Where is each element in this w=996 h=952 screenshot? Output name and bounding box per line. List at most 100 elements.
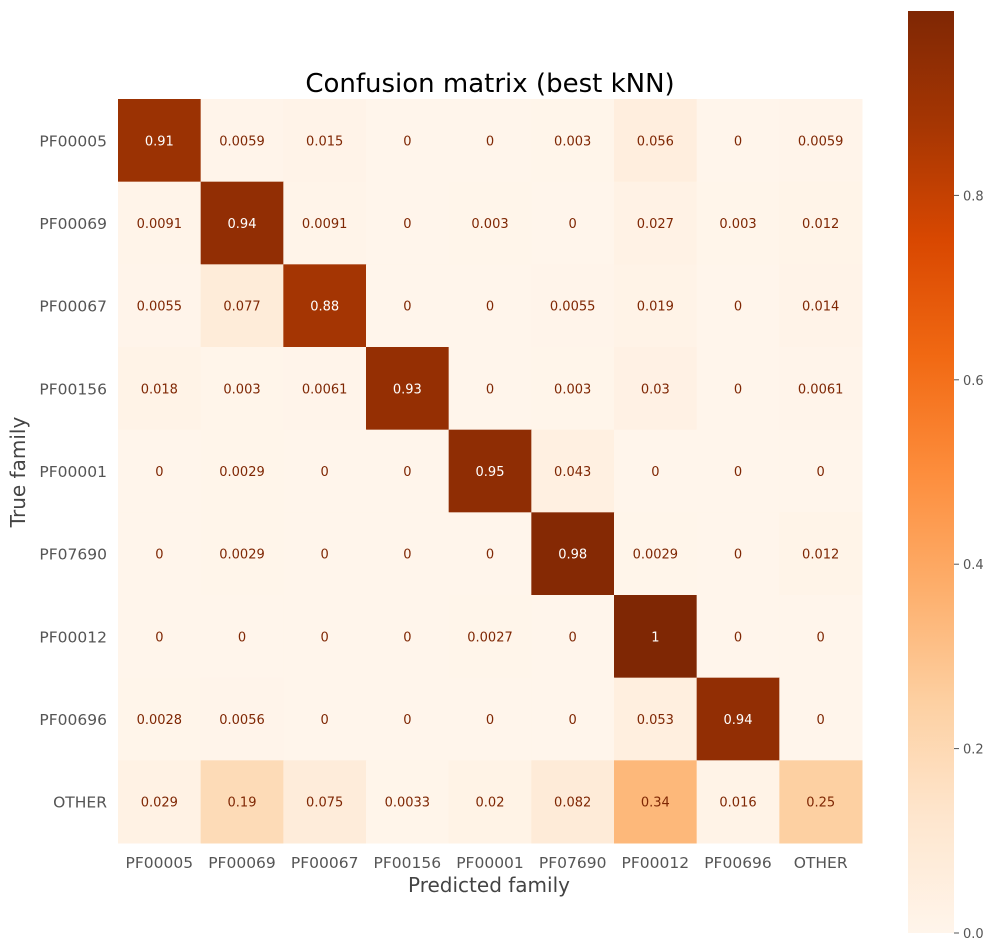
- heatmap-cell: [200, 512, 284, 596]
- heatmap-cell: [614, 760, 698, 844]
- cell-value-label: 0: [734, 548, 742, 563]
- heatmap-cell: [614, 264, 698, 348]
- cell-value-label: 0: [734, 630, 742, 645]
- cell-value-label: 0.053: [637, 713, 674, 728]
- heatmap-cell: [614, 429, 698, 513]
- cell-value-label: 0.043: [554, 465, 591, 480]
- heatmap-cell: [448, 264, 532, 348]
- y-tick-label: OTHER: [53, 794, 107, 812]
- cell-value-label: 0.077: [223, 300, 260, 315]
- heatmap-cell: [448, 677, 532, 761]
- cell-value-label: 0: [403, 548, 411, 563]
- cell-value-label: 0: [321, 630, 329, 645]
- cell-value-label: 0.027: [637, 217, 674, 232]
- heatmap-cell: [200, 181, 284, 265]
- heatmap-cell: [366, 181, 450, 265]
- heatmap-cell: [448, 99, 532, 183]
- cell-value-label: 0: [403, 300, 411, 315]
- cell-value-label: 0: [569, 630, 577, 645]
- heatmap-cell: [366, 99, 450, 183]
- heatmap-cell: [366, 677, 450, 761]
- heatmap-cell: [779, 760, 863, 844]
- cell-value-label: 0.0029: [219, 465, 265, 480]
- heatmap-cell: [779, 429, 863, 513]
- heatmap-cell: [448, 512, 532, 596]
- heatmap-cell: [779, 347, 863, 431]
- cell-value-label: 0.94: [724, 713, 753, 728]
- cell-value-label: 0.0027: [467, 630, 513, 645]
- cell-value-label: 0.95: [476, 465, 505, 480]
- cell-value-label: 0.012: [802, 548, 839, 563]
- heatmap-cell: [283, 512, 367, 596]
- heatmap-cell: [366, 595, 450, 679]
- cell-value-label: 0.012: [802, 217, 839, 232]
- cell-value-label: 0.018: [141, 382, 178, 397]
- heatmap-cell: [531, 677, 615, 761]
- colorbar-ticks: 0.0 0.2 0.4 0.6 0.8: [954, 189, 984, 942]
- heatmap-cell: [779, 512, 863, 596]
- cell-value-label: 0: [321, 548, 329, 563]
- heatmap-cell: [531, 760, 615, 844]
- cell-value-label: 0.082: [554, 796, 591, 811]
- heatmap-cell: [200, 264, 284, 348]
- cell-value-label: 0.0029: [633, 548, 679, 563]
- cell-value-label: 0.0028: [137, 713, 183, 728]
- heatmap-cell: [366, 264, 450, 348]
- cell-value-label: 0.03: [641, 382, 670, 397]
- heatmap-cell: [200, 595, 284, 679]
- colorbar-tick-label: 0.4: [963, 558, 984, 573]
- heatmap-cell: [614, 677, 698, 761]
- cell-value-label: 0: [403, 134, 411, 149]
- cell-value-label: 0: [486, 300, 494, 315]
- cell-value-label: 0: [321, 713, 329, 728]
- cell-value-label: 0.02: [476, 796, 505, 811]
- heatmap-cell: [118, 429, 202, 513]
- x-axis-ticks: PF00005 PF00069 PF00067 PF00156 PF00001 PF076…: [126, 854, 848, 872]
- cell-value-label: 0.003: [554, 382, 591, 397]
- heatmap-cell: [696, 760, 780, 844]
- cell-value-label: 0: [817, 630, 825, 645]
- cell-value-label: 0.0061: [798, 382, 844, 397]
- y-tick-label: PF07690: [39, 546, 107, 564]
- heatmap-cell: [283, 429, 367, 513]
- cell-value-label: 0: [486, 134, 494, 149]
- cell-value-label: 0: [734, 382, 742, 397]
- cell-value-label: 0.0055: [137, 300, 183, 315]
- heatmap-cell: [366, 429, 450, 513]
- heatmap-cell: [531, 512, 615, 596]
- heatmap-cell: [283, 760, 367, 844]
- x-tick-label: PF00067: [291, 854, 359, 872]
- heatmap-cell: [696, 512, 780, 596]
- heatmap-cell: [779, 677, 863, 761]
- heatmap-value-labels: 0.91 0.0059 0.015 0 0 0.003 0.056 0 0.0059 0.0091…: [137, 134, 844, 810]
- heatmap-cell: [448, 429, 532, 513]
- cell-value-label: 0.029: [141, 796, 178, 811]
- cell-value-label: 0: [817, 465, 825, 480]
- heatmap-cell: [200, 760, 284, 844]
- cell-value-label: 0.0055: [550, 300, 596, 315]
- cell-value-label: 0.015: [306, 134, 343, 149]
- heatmap-cell: [118, 264, 202, 348]
- heatmap-cell: [696, 99, 780, 183]
- heatmap-cell: [448, 347, 532, 431]
- cell-value-label: 0: [734, 300, 742, 315]
- heatmap-cell: [283, 677, 367, 761]
- cell-value-label: 0: [321, 465, 329, 480]
- cell-value-label: 0: [403, 217, 411, 232]
- heatmap-cell: [531, 347, 615, 431]
- heatmap-cell: [283, 99, 367, 183]
- cell-value-label: 0.003: [719, 217, 756, 232]
- cell-value-label: 0: [403, 713, 411, 728]
- heatmap-cell: [531, 264, 615, 348]
- heatmap-cell: [366, 760, 450, 844]
- cell-value-label: 0.88: [310, 300, 339, 315]
- heatmap-cell: [283, 181, 367, 265]
- cell-value-label: 0.075: [306, 796, 343, 811]
- cell-value-label: 0.91: [145, 134, 174, 149]
- cell-value-label: 0: [734, 465, 742, 480]
- cell-value-label: 0.0056: [219, 713, 265, 728]
- cell-value-label: 0: [817, 713, 825, 728]
- heatmap-cell: [614, 347, 698, 431]
- heatmap-cell: [118, 760, 202, 844]
- heatmap-cell: [283, 347, 367, 431]
